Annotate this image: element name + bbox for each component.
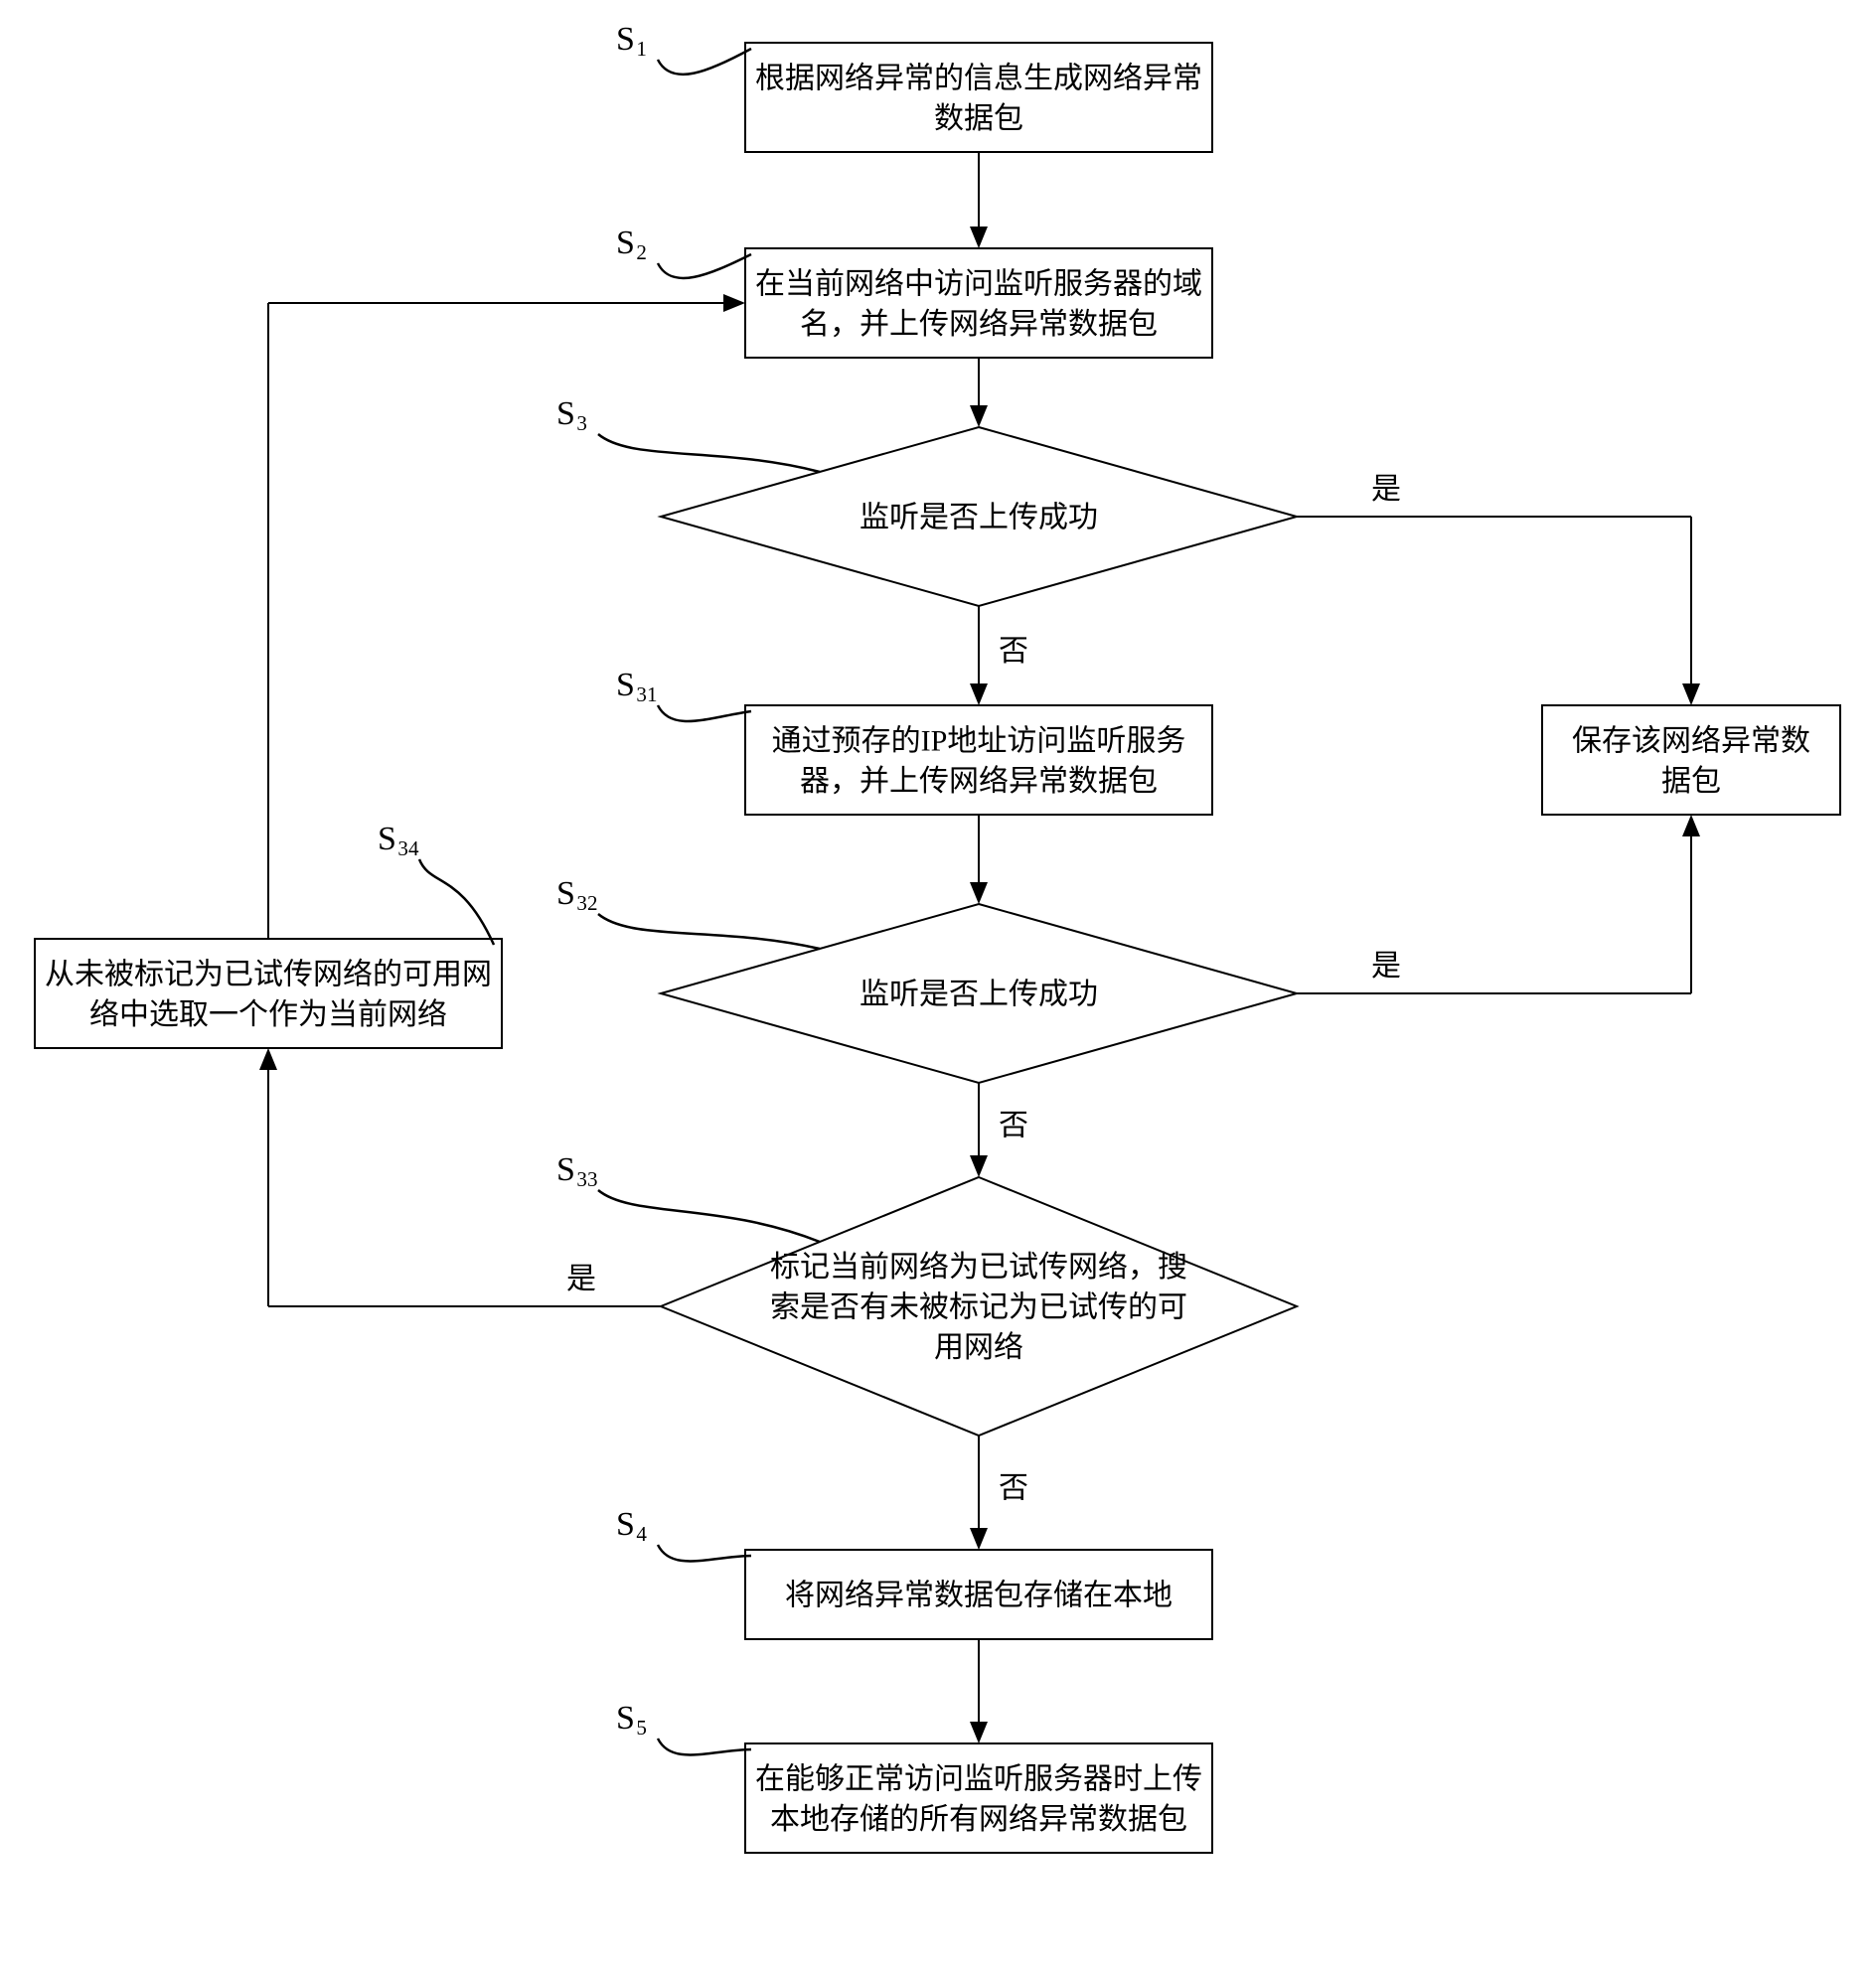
edge-label: 否 bbox=[999, 635, 1028, 668]
node-text-s1: 根据网络异常的信息生成网络异常数据包 bbox=[755, 62, 1202, 135]
node-text-s31: 通过预存的IP地址访问监听服务器，并上传网络异常数据包 bbox=[772, 724, 1186, 798]
node-s2 bbox=[745, 248, 1212, 358]
node-s34 bbox=[35, 939, 502, 1048]
node-text-s32: 监听是否上传成功 bbox=[860, 979, 1098, 1011]
edge-label: 是 bbox=[1371, 950, 1401, 983]
step-connector bbox=[598, 1190, 820, 1242]
step-label: S3 bbox=[556, 395, 820, 472]
step-connector bbox=[658, 705, 751, 721]
step-connector bbox=[658, 254, 751, 278]
step-label-text: S5 bbox=[616, 1700, 647, 1740]
step-connector bbox=[419, 859, 494, 945]
node-text-s4: 将网络异常数据包存储在本地 bbox=[785, 1580, 1172, 1612]
step-label: S5 bbox=[616, 1700, 751, 1754]
node-s1 bbox=[745, 43, 1212, 152]
step-label-text: S31 bbox=[616, 667, 658, 706]
node-text-save: 保存该网络异常数据包 bbox=[1572, 724, 1810, 798]
node-s31 bbox=[745, 705, 1212, 815]
node-s5 bbox=[745, 1743, 1212, 1853]
step-connector bbox=[598, 434, 820, 472]
step-label-text: S4 bbox=[616, 1506, 647, 1546]
step-label-text: S33 bbox=[556, 1151, 598, 1191]
node-text-s5: 在能够正常访问监听服务器时上传本地存储的所有网络异常数据包 bbox=[755, 1762, 1202, 1836]
step-label: S31 bbox=[616, 667, 751, 721]
edge-label: 是 bbox=[1371, 473, 1401, 506]
edge-label: 是 bbox=[566, 1263, 596, 1295]
step-label-text: S34 bbox=[378, 821, 419, 860]
step-label: S2 bbox=[616, 225, 751, 278]
node-text-s3: 监听是否上传成功 bbox=[860, 502, 1098, 534]
step-label: S1 bbox=[616, 21, 751, 75]
step-connector bbox=[598, 914, 820, 949]
node-text-s34: 从未被标记为已试传网络的可用网络中选取一个作为当前网络 bbox=[45, 958, 492, 1031]
node-save bbox=[1542, 705, 1840, 815]
step-label-text: S2 bbox=[616, 225, 647, 264]
step-label-text: S32 bbox=[556, 875, 598, 915]
node-text-s2: 在当前网络中访问监听服务器的域名，并上传网络异常数据包 bbox=[755, 267, 1202, 341]
step-label: S34 bbox=[378, 821, 494, 945]
edge-label: 否 bbox=[999, 1472, 1028, 1505]
flowchart-canvas: 根据网络异常的信息生成网络异常数据包在当前网络中访问监听服务器的域名，并上传网络… bbox=[0, 0, 1876, 1969]
step-label: S33 bbox=[556, 1151, 820, 1242]
step-connector bbox=[658, 49, 751, 75]
step-label: S32 bbox=[556, 875, 820, 949]
step-label: S4 bbox=[616, 1506, 751, 1561]
step-connector bbox=[658, 1545, 751, 1561]
step-label-text: S1 bbox=[616, 21, 647, 61]
step-label-text: S3 bbox=[556, 395, 587, 435]
step-connector bbox=[658, 1739, 751, 1754]
node-text-s33: 标记当前网络为已试传网络，搜索是否有未被标记为已试传的可用网络 bbox=[770, 1251, 1187, 1364]
edge-label: 否 bbox=[999, 1110, 1028, 1142]
